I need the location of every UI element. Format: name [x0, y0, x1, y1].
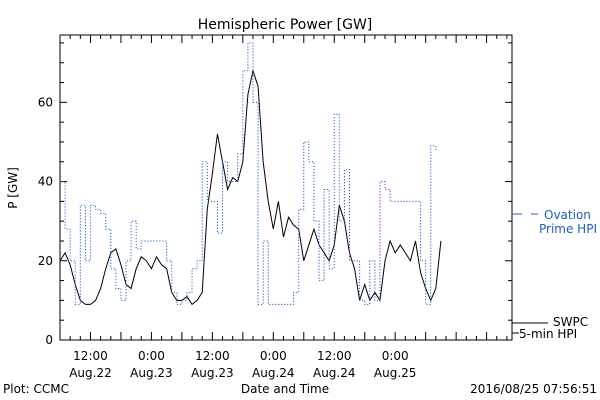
legend-swpc-label-2: 5-min HPI [519, 327, 577, 341]
legend-ovation-label-2: Prime HPI [539, 222, 597, 236]
series-ovation-line [60, 42, 437, 305]
x-tick-label-date: Aug.24 [252, 366, 295, 380]
y-tick-label: 0 [45, 333, 53, 347]
x-tick-label-date: Aug.23 [130, 366, 173, 380]
plot-frame [59, 34, 513, 341]
x-tick-label-time: 0:00 [138, 349, 165, 363]
x-axis: 12:00 Aug.22 0:00 Aug.23 12:00 Aug.23 0:00 Aug.… [59, 35, 508, 380]
x-tick-label-date: Aug.22 [69, 366, 112, 380]
y-axis: 0 20 40 60 [38, 42, 512, 347]
x-tick-label-time: 0:00 [382, 349, 409, 363]
y-axis-label: P [GW] [6, 167, 20, 209]
footer-timestamp: 2016/08/25 07:56:51 [470, 382, 597, 396]
legend-ovation-label-1: Ovation [544, 208, 591, 222]
x-axis-label: Date and Time [241, 382, 329, 396]
chart-title: Hemispheric Power [GW] [198, 17, 373, 33]
series-layer [59, 42, 442, 306]
x-tick-label-date: Aug.23 [191, 366, 234, 380]
x-tick-label-time: 12:00 [317, 349, 352, 363]
x-tick-label-time: 12:00 [73, 349, 108, 363]
x-tick-label-date: Aug.25 [374, 366, 417, 380]
legend-swpc-label-1: SWPC [553, 315, 588, 329]
x-tick-label-date: Aug.24 [313, 366, 356, 380]
footer-plot-credit: Plot: CCMC [3, 382, 69, 396]
x-tick-label-time: 0:00 [260, 349, 287, 363]
x-tick-label-time: 12:00 [195, 349, 230, 363]
y-tick-label: 40 [38, 175, 53, 189]
y-tick-label: 20 [38, 254, 53, 268]
y-tick-label: 60 [38, 95, 53, 109]
series-swpc-line [59, 68, 442, 306]
